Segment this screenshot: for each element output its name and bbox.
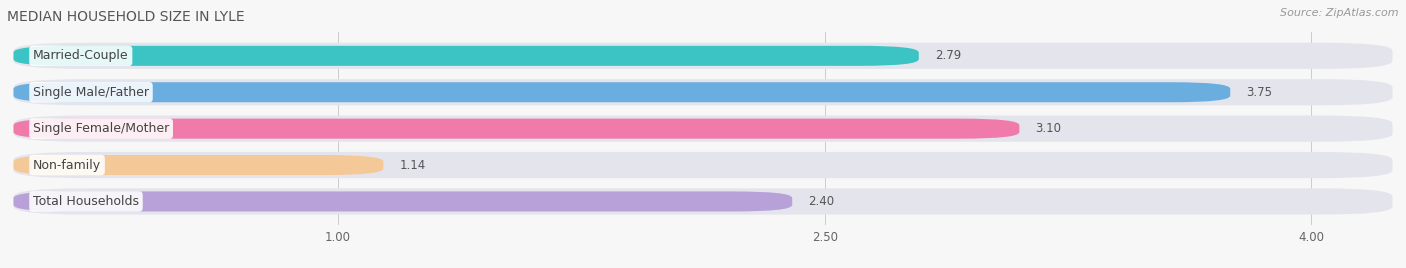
Text: Non-family: Non-family (32, 159, 101, 172)
Text: Married-Couple: Married-Couple (32, 49, 128, 62)
FancyBboxPatch shape (14, 82, 1230, 102)
Text: Single Female/Mother: Single Female/Mother (32, 122, 169, 135)
FancyBboxPatch shape (14, 46, 918, 66)
Text: Source: ZipAtlas.com: Source: ZipAtlas.com (1281, 8, 1399, 18)
FancyBboxPatch shape (14, 191, 792, 211)
FancyBboxPatch shape (14, 43, 1392, 69)
Text: 2.40: 2.40 (808, 195, 835, 208)
Text: MEDIAN HOUSEHOLD SIZE IN LYLE: MEDIAN HOUSEHOLD SIZE IN LYLE (7, 10, 245, 24)
FancyBboxPatch shape (14, 188, 1392, 215)
Text: 2.79: 2.79 (935, 49, 962, 62)
Text: Single Male/Father: Single Male/Father (32, 86, 149, 99)
FancyBboxPatch shape (14, 79, 1392, 105)
FancyBboxPatch shape (14, 152, 1392, 178)
Text: 3.75: 3.75 (1247, 86, 1272, 99)
FancyBboxPatch shape (14, 119, 1019, 139)
FancyBboxPatch shape (14, 155, 384, 175)
Text: 1.14: 1.14 (399, 159, 426, 172)
FancyBboxPatch shape (14, 116, 1392, 142)
Text: 3.10: 3.10 (1036, 122, 1062, 135)
Text: Total Households: Total Households (32, 195, 139, 208)
